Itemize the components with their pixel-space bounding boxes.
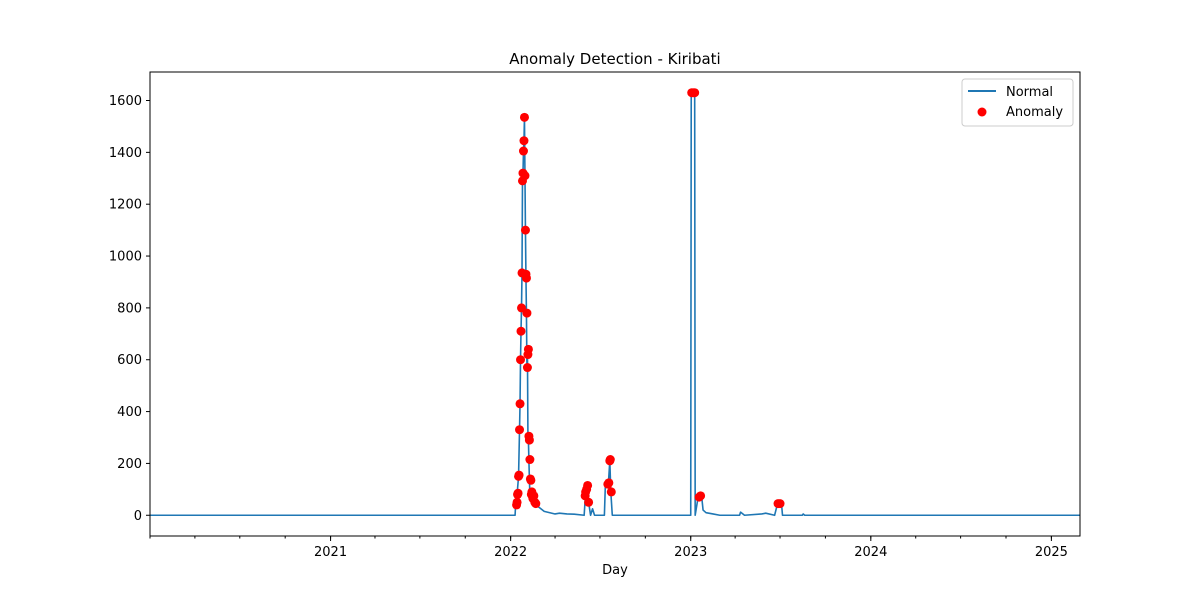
anomaly-point [606,487,616,497]
anomaly-point [531,499,541,509]
anomaly-point [518,146,528,156]
anomaly-point [516,355,526,365]
y-tick-label: 200 [117,457,142,472]
anomaly-point [519,136,529,146]
anomaly-point [520,225,530,235]
anomaly-point [515,425,525,435]
x-axis-label: Day [602,563,628,578]
anomaly-point [525,455,535,465]
legend-anomaly-label: Anomaly [1006,105,1063,120]
anomaly-point [696,491,706,501]
legend: Normal Anomaly [961,78,1074,127]
anomaly-point [514,470,524,480]
y-axis: 0 200 400 600 800 1000 1200 1400 1600 [109,94,150,524]
plot-frame [149,71,1081,537]
anomaly-point [519,112,529,122]
y-tick-label: 0 [134,509,142,524]
x-tick-label: 2023 [674,545,707,560]
y-tick-label: 600 [117,353,142,368]
anomaly-point [515,399,525,409]
anomaly-point [524,435,534,445]
anomaly-point [522,363,532,373]
anomaly-point [516,326,526,336]
anomaly-point [604,478,614,488]
x-tick-label: 2021 [314,545,347,560]
anomaly-point [583,480,593,490]
legend-normal-label: Normal [1006,85,1053,100]
x-tick-label: 2025 [1035,545,1068,560]
anomaly-point [521,273,531,283]
chart-title: Anomaly Detection - Kiribati [509,50,720,68]
anomaly-point [526,475,536,485]
anomaly-point [523,344,533,354]
series-anomaly-layer [512,88,785,510]
y-tick-label: 400 [117,405,142,420]
y-tick-label: 800 [117,301,142,316]
anomaly-point [522,308,532,318]
y-tick-label: 1200 [109,198,142,213]
legend-anomaly-swatch [977,107,987,117]
anomaly-point [513,488,523,498]
anomaly-point [584,497,594,507]
y-tick-label: 1400 [109,146,142,161]
x-tick-label: 2024 [854,545,887,560]
anomaly-point [690,88,700,98]
anomaly-point [512,497,522,507]
plot-area [150,88,1080,517]
x-tick-label: 2022 [494,545,527,560]
anomaly-point [605,455,615,465]
x-axis: 2021 2022 2023 2024 2025 [149,536,1068,560]
y-tick-label: 1600 [109,94,142,109]
anomaly-point [775,499,785,509]
y-tick-label: 1000 [109,250,142,265]
anomaly-point [520,171,530,181]
